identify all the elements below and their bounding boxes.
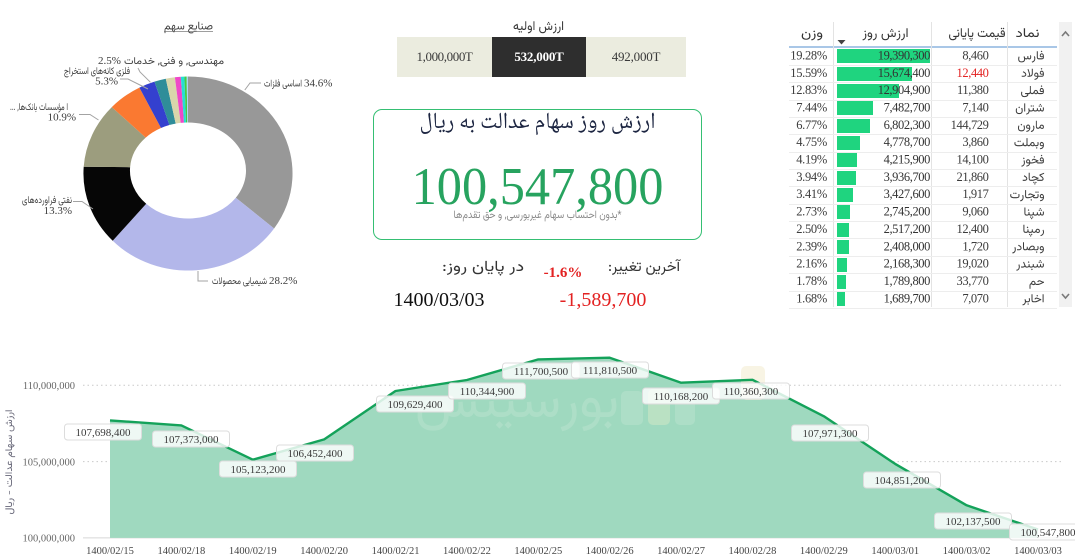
svg-text:3,427,600: 3,427,600 <box>884 187 931 201</box>
svg-text:1,720: 1,720 <box>962 239 988 253</box>
svg-text:33,770: 33,770 <box>957 274 989 288</box>
svg-text:104,851,200: 104,851,200 <box>875 475 931 487</box>
svg-text:21,860: 21,860 <box>957 170 989 184</box>
svg-text:105,000,000: 105,000,000 <box>23 458 76 469</box>
svg-text:1400/02/29: 1400/02/29 <box>800 546 848 557</box>
svg-text:10.9%: 10.9% <box>48 112 76 124</box>
svg-text:3,936,700: 3,936,700 <box>884 170 931 184</box>
svg-text:6.77%: 6.77% <box>796 118 827 132</box>
svg-text:-1.6%: -1.6% <box>544 265 583 281</box>
svg-text:109,629,400: 109,629,400 <box>388 399 444 411</box>
svg-text:1400/02/27: 1400/02/27 <box>657 546 705 557</box>
svg-text:1400/02/25: 1400/02/25 <box>514 546 562 557</box>
svg-text:7,140: 7,140 <box>962 100 988 114</box>
svg-text:9,060: 9,060 <box>962 205 988 219</box>
svg-text:1400/03/03: 1400/03/03 <box>1014 546 1062 557</box>
svg-text:4,778,700: 4,778,700 <box>884 135 931 149</box>
svg-text:105,123,200: 105,123,200 <box>231 464 287 476</box>
svg-text:110,168,200: 110,168,200 <box>654 391 709 403</box>
svg-text:1400/02/18: 1400/02/18 <box>157 546 205 557</box>
svg-text:34.6%: 34.6% <box>304 78 332 90</box>
svg-text:106,452,400: 106,452,400 <box>288 448 344 460</box>
svg-text:1400/02/21: 1400/02/21 <box>372 546 420 557</box>
svg-text:1400/02/20: 1400/02/20 <box>300 546 348 557</box>
svg-text:1,689,700: 1,689,700 <box>884 291 931 305</box>
svg-text:1,789,800: 1,789,800 <box>884 274 931 288</box>
svg-text:12,400: 12,400 <box>957 222 989 236</box>
svg-text:1400/03/02: 1400/03/02 <box>943 546 991 557</box>
svg-text:1.68%: 1.68% <box>796 291 827 305</box>
svg-text:1400/03/01: 1400/03/01 <box>871 546 919 557</box>
svg-text:8,460: 8,460 <box>962 48 988 62</box>
svg-text:11,380: 11,380 <box>957 83 989 97</box>
svg-text:1400/03/03: 1400/03/03 <box>393 289 484 311</box>
svg-text:12.83%: 12.83% <box>790 83 827 97</box>
svg-text:7.44%: 7.44% <box>796 100 827 114</box>
svg-text:107,698,400: 107,698,400 <box>76 427 132 439</box>
svg-text:100,000,000: 100,000,000 <box>23 534 76 545</box>
svg-text:107,971,300: 107,971,300 <box>803 428 859 440</box>
svg-text:2.5%: 2.5% <box>98 55 121 67</box>
svg-text:110,360,300: 110,360,300 <box>724 386 779 398</box>
svg-text:6,802,300: 6,802,300 <box>884 118 931 132</box>
svg-text:12,440: 12,440 <box>957 66 989 80</box>
svg-text:111,810,500: 111,810,500 <box>583 365 638 377</box>
svg-text:3,860: 3,860 <box>962 135 988 149</box>
svg-text:2,408,000: 2,408,000 <box>884 239 931 253</box>
svg-text:-1,589,700: -1,589,700 <box>560 289 647 311</box>
svg-text:7,070: 7,070 <box>962 291 988 305</box>
svg-text:1,917: 1,917 <box>962 187 988 201</box>
svg-text:13.3%: 13.3% <box>44 205 72 217</box>
svg-text:19.28%: 19.28% <box>790 48 827 62</box>
svg-text:4.75%: 4.75% <box>796 135 827 149</box>
svg-text:19,020: 19,020 <box>957 257 989 271</box>
svg-text:102,137,500: 102,137,500 <box>946 516 1002 528</box>
svg-text:15.59%: 15.59% <box>790 66 827 80</box>
svg-text:15,674,400: 15,674,400 <box>878 66 930 80</box>
svg-text:7,482,700: 7,482,700 <box>884 100 931 114</box>
svg-text:3.94%: 3.94% <box>796 170 827 184</box>
svg-text:2.50%: 2.50% <box>796 222 827 236</box>
svg-text:2.39%: 2.39% <box>796 239 827 253</box>
svg-text:107,373,000: 107,373,000 <box>164 434 220 446</box>
svg-text:111,700,500: 111,700,500 <box>514 366 569 378</box>
svg-text:28.2%: 28.2% <box>269 275 297 287</box>
svg-text:1400/02/22: 1400/02/22 <box>443 546 491 557</box>
svg-text:2.16%: 2.16% <box>796 257 827 271</box>
svg-text:1400/02/15: 1400/02/15 <box>86 546 134 557</box>
svg-text:144,729: 144,729 <box>951 118 989 132</box>
svg-text:14,100: 14,100 <box>957 153 989 167</box>
svg-text:1.78%: 1.78% <box>796 274 827 288</box>
svg-text:2,517,200: 2,517,200 <box>884 222 931 236</box>
svg-text:1400/02/19: 1400/02/19 <box>229 546 277 557</box>
svg-text:1400/02/28: 1400/02/28 <box>729 546 777 557</box>
svg-text:12,904,900: 12,904,900 <box>878 83 930 97</box>
svg-text:5.3%: 5.3% <box>95 76 118 88</box>
svg-text:2.73%: 2.73% <box>796 205 827 219</box>
svg-text:2,168,300: 2,168,300 <box>884 257 931 271</box>
svg-text:1400/02/26: 1400/02/26 <box>586 546 634 557</box>
svg-text:2,745,200: 2,745,200 <box>884 205 931 219</box>
svg-text:4,215,900: 4,215,900 <box>884 153 931 167</box>
svg-text:4.19%: 4.19% <box>796 153 827 167</box>
svg-text:100,547,800: 100,547,800 <box>1021 527 1075 539</box>
svg-text:3.41%: 3.41% <box>796 187 827 201</box>
svg-text:110,000,000: 110,000,000 <box>23 381 75 392</box>
svg-text:110,344,900: 110,344,900 <box>460 386 515 398</box>
svg-text:19,390,300: 19,390,300 <box>878 48 930 62</box>
